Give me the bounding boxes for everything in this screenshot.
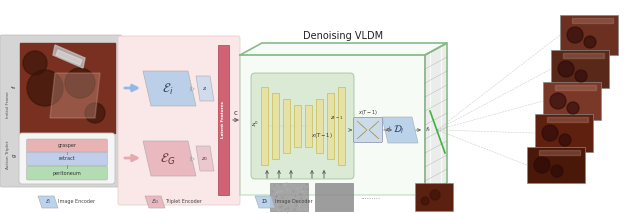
Text: Triplet Encoder: Triplet Encoder (165, 200, 202, 204)
FancyBboxPatch shape (20, 43, 115, 133)
Polygon shape (38, 196, 58, 208)
Circle shape (421, 197, 429, 205)
Text: $\mathcal{E}_G$: $\mathcal{E}_G$ (151, 197, 159, 206)
Polygon shape (369, 121, 379, 139)
Text: $f_i$: $f_i$ (10, 85, 19, 89)
Text: $x(T-1)$: $x(T-1)$ (311, 131, 333, 140)
Polygon shape (145, 196, 165, 208)
FancyBboxPatch shape (283, 99, 290, 153)
Text: $z_G$: $z_G$ (201, 155, 209, 163)
Polygon shape (539, 150, 580, 155)
Circle shape (85, 103, 105, 123)
Circle shape (575, 70, 587, 82)
FancyBboxPatch shape (294, 105, 301, 147)
Text: Denoising VLDM: Denoising VLDM (303, 31, 383, 41)
FancyBboxPatch shape (26, 139, 108, 153)
Circle shape (542, 125, 558, 141)
Text: $f_t$: $f_t$ (425, 125, 431, 134)
FancyBboxPatch shape (118, 36, 240, 205)
Circle shape (550, 93, 566, 109)
FancyBboxPatch shape (560, 15, 618, 55)
Polygon shape (382, 117, 418, 143)
Circle shape (27, 70, 63, 106)
Circle shape (551, 165, 563, 177)
FancyBboxPatch shape (218, 45, 229, 195)
Polygon shape (50, 73, 100, 118)
Polygon shape (255, 196, 275, 208)
Text: .........: ......... (360, 194, 380, 200)
Text: $z^t$: $z^t$ (385, 125, 392, 134)
Circle shape (23, 51, 47, 75)
FancyBboxPatch shape (0, 35, 122, 187)
FancyBboxPatch shape (527, 147, 585, 183)
Text: $z_i^0$: $z_i^0$ (251, 120, 258, 130)
FancyBboxPatch shape (353, 118, 383, 142)
FancyBboxPatch shape (551, 50, 609, 88)
Text: Action Triplet: Action Triplet (6, 141, 10, 169)
Circle shape (65, 68, 95, 98)
FancyBboxPatch shape (338, 87, 345, 165)
FancyBboxPatch shape (305, 105, 312, 147)
Text: $\mathcal{D}_i$: $\mathcal{D}_i$ (393, 124, 405, 136)
Polygon shape (143, 141, 196, 176)
FancyBboxPatch shape (240, 55, 425, 195)
FancyBboxPatch shape (26, 152, 108, 166)
Polygon shape (53, 45, 85, 68)
FancyBboxPatch shape (19, 133, 115, 184)
Text: $\mathcal{E}_i$: $\mathcal{E}_i$ (45, 197, 51, 206)
FancyBboxPatch shape (26, 166, 108, 180)
FancyBboxPatch shape (543, 82, 601, 120)
Text: Image Encoder: Image Encoder (58, 200, 95, 204)
Text: $\mathcal{E}_i$: $\mathcal{E}_i$ (163, 81, 173, 96)
FancyBboxPatch shape (272, 93, 279, 159)
Circle shape (558, 61, 574, 77)
FancyBboxPatch shape (251, 73, 354, 179)
FancyBboxPatch shape (270, 183, 308, 211)
FancyBboxPatch shape (316, 99, 323, 153)
Polygon shape (56, 50, 82, 65)
Text: retract: retract (59, 157, 76, 161)
Polygon shape (196, 146, 214, 171)
Text: c: c (234, 110, 238, 116)
Text: peritoneum: peritoneum (52, 170, 81, 176)
Polygon shape (196, 76, 214, 101)
Polygon shape (240, 43, 447, 55)
Text: $x(T-1)$: $x(T-1)$ (358, 108, 378, 117)
Circle shape (534, 157, 550, 173)
FancyBboxPatch shape (315, 183, 353, 211)
Polygon shape (563, 53, 604, 58)
FancyBboxPatch shape (261, 87, 268, 165)
Text: Latent Features: Latent Features (221, 102, 225, 138)
Text: grasper: grasper (58, 144, 77, 148)
Polygon shape (555, 85, 596, 90)
Text: $\mathcal{D}_i$: $\mathcal{D}_i$ (261, 197, 269, 206)
FancyBboxPatch shape (415, 183, 453, 211)
Circle shape (567, 102, 579, 114)
Polygon shape (547, 117, 588, 122)
Circle shape (559, 134, 571, 146)
Text: Image Decoder: Image Decoder (275, 200, 312, 204)
Text: $g$: $g$ (11, 152, 19, 158)
Circle shape (567, 27, 583, 43)
Polygon shape (357, 121, 367, 139)
FancyBboxPatch shape (535, 114, 593, 152)
Polygon shape (143, 71, 196, 106)
Polygon shape (572, 18, 613, 23)
FancyBboxPatch shape (327, 93, 334, 159)
Circle shape (584, 36, 596, 48)
Text: $\mathcal{E}_G$: $\mathcal{E}_G$ (160, 151, 176, 167)
Text: Initial Frame: Initial Frame (6, 92, 10, 118)
Text: $z_{t-1}$: $z_{t-1}$ (330, 114, 343, 122)
Polygon shape (20, 43, 115, 133)
Polygon shape (425, 43, 447, 195)
Text: $z_i$: $z_i$ (202, 85, 208, 93)
Circle shape (430, 190, 440, 200)
